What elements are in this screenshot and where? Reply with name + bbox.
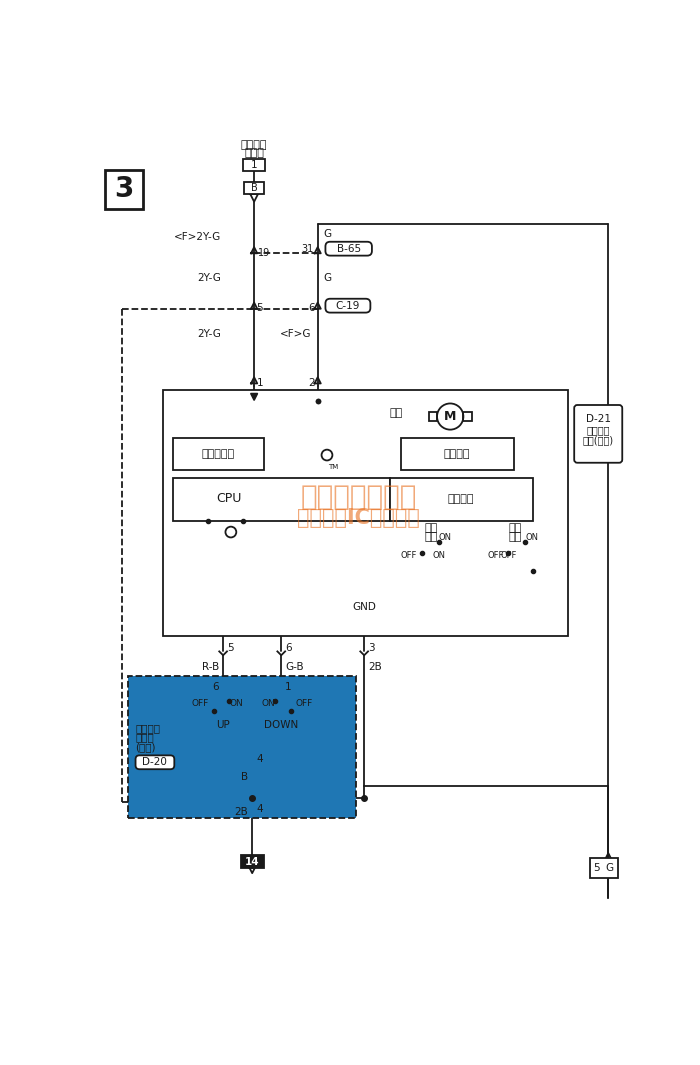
Text: R-B: R-B — [202, 661, 219, 672]
Text: 31: 31 — [302, 245, 314, 255]
Text: 4: 4 — [256, 754, 262, 765]
Text: 输入电路: 输入电路 — [448, 494, 475, 504]
Text: OFF: OFF — [487, 552, 504, 560]
Bar — [128, 676, 356, 819]
Text: B-65: B-65 — [337, 244, 360, 253]
Text: 2Y-G: 2Y-G — [197, 273, 222, 283]
Text: ON: ON — [432, 552, 445, 560]
Text: 继电器: 继电器 — [244, 148, 264, 159]
Text: 电动车窗: 电动车窗 — [136, 723, 160, 734]
Text: 全球最大IC采购网站: 全球最大IC采购网站 — [298, 508, 420, 528]
Text: CPU: CPU — [216, 492, 241, 506]
Text: 1: 1 — [285, 682, 292, 692]
Bar — [463, 412, 472, 421]
Text: 14: 14 — [245, 856, 260, 867]
Text: 19: 19 — [258, 247, 270, 258]
Text: ON: ON — [261, 700, 275, 708]
Bar — [244, 159, 265, 170]
Text: UP: UP — [216, 720, 230, 730]
Text: 3: 3 — [114, 176, 134, 203]
Text: 2Y-G: 2Y-G — [197, 329, 222, 339]
Bar — [173, 438, 264, 471]
Text: D-21: D-21 — [586, 414, 610, 424]
Text: OFF: OFF — [400, 552, 417, 560]
Text: 2B: 2B — [234, 806, 248, 817]
Text: 驱动电路: 驱动电路 — [444, 449, 470, 459]
Text: D-20: D-20 — [143, 757, 167, 767]
Bar — [390, 478, 533, 521]
FancyBboxPatch shape — [136, 755, 174, 769]
Text: G: G — [606, 863, 613, 873]
Text: G-B: G-B — [285, 661, 304, 672]
Bar — [241, 855, 264, 868]
Text: 副开关: 副开关 — [136, 733, 154, 742]
Text: 电机: 电机 — [389, 408, 402, 417]
Text: 5: 5 — [227, 643, 234, 653]
Text: 1: 1 — [256, 378, 263, 389]
Bar — [589, 857, 617, 878]
Text: DOWN: DOWN — [264, 720, 298, 730]
Text: 维库电子市场网: 维库电子市场网 — [300, 484, 417, 511]
Text: ON: ON — [526, 532, 538, 542]
Text: 6: 6 — [285, 643, 292, 653]
Text: M: M — [444, 410, 456, 423]
Text: <F>G: <F>G — [280, 329, 312, 339]
Bar — [173, 478, 390, 521]
Text: 5: 5 — [594, 863, 600, 873]
Bar — [401, 438, 514, 471]
Text: 6: 6 — [213, 682, 219, 692]
Text: 3: 3 — [368, 643, 374, 653]
Text: 4: 4 — [256, 804, 262, 815]
Text: TM: TM — [328, 463, 338, 470]
Text: 6: 6 — [309, 302, 315, 313]
Text: (左后): (左后) — [136, 742, 156, 752]
Text: OFF: OFF — [192, 700, 209, 708]
Bar — [244, 182, 264, 194]
Text: ON: ON — [439, 532, 452, 542]
Text: B: B — [251, 183, 258, 193]
Text: 脉冲: 脉冲 — [509, 523, 522, 534]
Text: C-19: C-19 — [336, 300, 360, 311]
Polygon shape — [251, 393, 258, 400]
Text: 5: 5 — [256, 302, 263, 313]
Text: B: B — [241, 772, 248, 782]
Text: 1: 1 — [251, 160, 258, 169]
Text: 2B: 2B — [368, 661, 382, 672]
Text: 电动车窗: 电动车窗 — [241, 140, 267, 150]
FancyBboxPatch shape — [574, 405, 622, 463]
Bar — [428, 412, 437, 421]
Text: 定电压电路: 定电压电路 — [202, 449, 235, 459]
Text: G: G — [324, 229, 332, 239]
Text: G: G — [324, 273, 332, 283]
Bar — [104, 170, 144, 209]
Text: GND: GND — [352, 602, 376, 611]
FancyBboxPatch shape — [326, 242, 372, 256]
Text: 电机(左后): 电机(左后) — [582, 436, 614, 445]
Text: OFF: OFF — [500, 552, 517, 560]
FancyBboxPatch shape — [326, 299, 370, 313]
Text: <F>2Y-G: <F>2Y-G — [174, 232, 222, 242]
Bar — [162, 390, 568, 636]
Text: 开关: 开关 — [509, 531, 522, 542]
Text: 极限: 极限 — [424, 523, 438, 534]
Text: OFF: OFF — [295, 700, 312, 708]
Text: 2: 2 — [309, 378, 315, 389]
Text: 电动车窗: 电动车窗 — [587, 425, 610, 436]
Text: ON: ON — [230, 700, 243, 708]
Text: 开关: 开关 — [424, 531, 438, 542]
